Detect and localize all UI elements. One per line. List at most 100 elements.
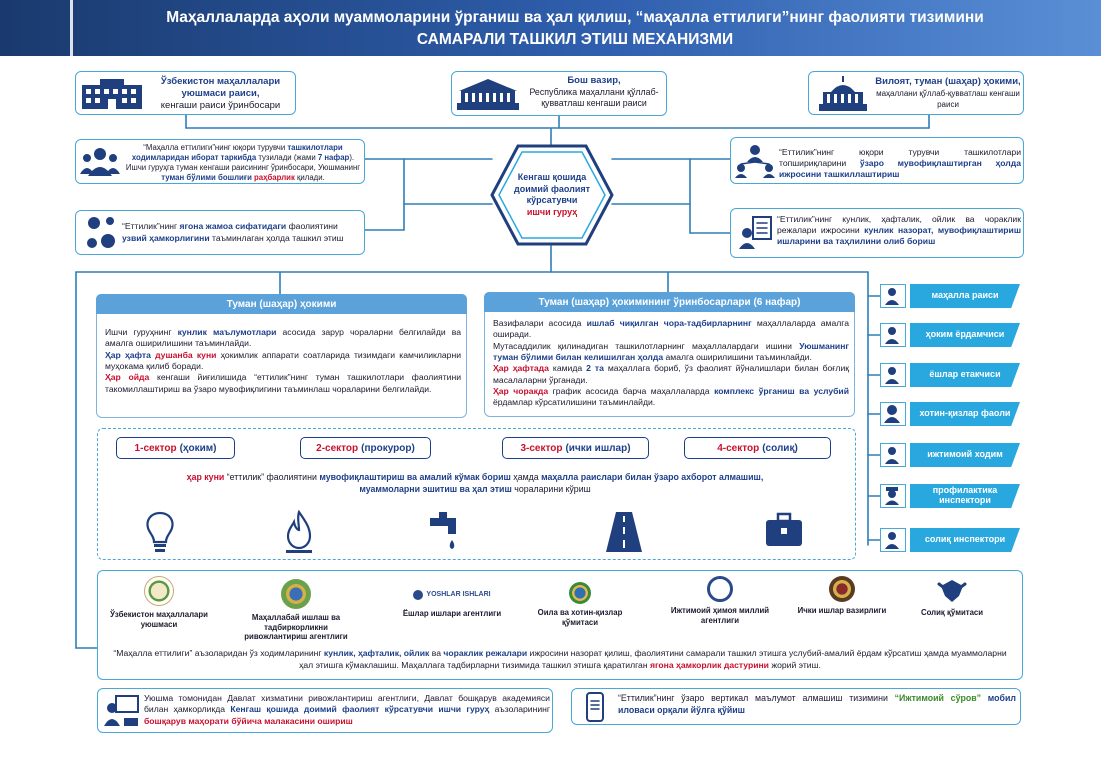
mid-right-card-2: “Еттилик”нинг кунлик, ҳафталик, ойлик ва… <box>730 208 1024 258</box>
mr1-text-a: “Еттилик”нинг юқори турувчи ташкилотлари… <box>779 147 1021 169</box>
side-item-social-worker: ижтимоий ходим <box>880 443 1020 467</box>
org-tax-committee: Солиқ қўмитаси <box>897 576 1007 618</box>
briefcase-icon <box>766 512 802 546</box>
org-mahalla-union: Ўзбекистон маҳаллалари уюшмаси <box>104 576 214 629</box>
top-left-card: Ўзбекистон маҳаллалари уюшмаси раиси, ке… <box>75 71 296 115</box>
pl-a2c: ҳокимлик аппарати соатларида тизимдаги к… <box>105 349 462 372</box>
bl-b1: Кенгаш қошида доимий фаолият кўрсатувчи … <box>230 704 490 715</box>
sector-4-num: 4-сектор <box>717 442 760 454</box>
org-label: Ички ишлар вазирлиги <box>797 606 887 615</box>
pr-b4c: график асосида барча маҳаллаларда <box>548 386 715 397</box>
pr-b1c: маҳаллаларда амалга оширади. <box>493 318 849 340</box>
top-center-card: Бош вазир, Республика маҳаллани қўллаб-қ… <box>451 71 667 116</box>
bl-r1: бошқарув маҳорати бўйича малакасини ошир… <box>144 715 353 726</box>
ml2-text-e: таъминлаган ҳолда ташкил этиш <box>209 232 344 243</box>
st-b2: маҳалла раислари билан ўзаро ахборот алм… <box>541 472 764 482</box>
sector-text: ҳар куни “еттилик” фаолиятини мувофиқлаш… <box>120 472 830 496</box>
side-item-prevention-inspector: профилактика инспектори <box>880 484 1020 508</box>
pr-b3d: 2 та <box>586 363 604 374</box>
header-title-line2: САМАРАЛИ ТАШКИЛ ЭТИШ МЕХАНИЗМИ <box>416 31 734 48</box>
pl-a1: Ишчи гуруҳнинг <box>105 327 178 337</box>
mahalla-union-logo <box>144 576 174 606</box>
org-youth-agency: YOSHLAR ISHLARI Ёшлар ишлари агентлиги <box>397 584 507 619</box>
sector-2-num: 2-сектор <box>316 442 359 454</box>
side-item-mahalla-chair: маҳалла раиси <box>880 284 1020 308</box>
ot-b1: кунлик, ҳафталик, ойлик <box>323 648 430 658</box>
pr-b4d: комплекс ўрганиш ва услубий <box>714 386 850 397</box>
top-right-sub: маҳаллани қўллаб-қувватлаш кенгаши раиси <box>876 88 1020 109</box>
pl-a1b: кунлик маълумотлари <box>177 327 277 337</box>
woman-icon <box>880 402 906 426</box>
mr1-text-b: ўзаро мувофиқлаштирган ҳолда ижросини та… <box>779 158 1021 180</box>
orgs-box <box>97 570 1023 680</box>
top-center-sub: Республика маҳаллани қўллаб-қувватлаш ке… <box>529 86 659 108</box>
sector-3-num: 3-сектор <box>520 442 563 454</box>
hub-line3: кўрсатувчи <box>526 195 578 206</box>
pr-b4r: Ҳар чоракда <box>493 386 549 397</box>
bottom-right-card: “Еттилик”нинг ўзаро вертикал маълумот ал… <box>571 688 1021 725</box>
side-item-youth-leader: ёшлар етакчиси <box>880 363 1020 387</box>
panel-right-title: Туман (шаҳар) ҳокимининг ўринбосарлари (… <box>484 292 855 312</box>
org-interior-ministry: Ички ишлар вазирлиги <box>787 576 897 616</box>
ml1-text-b: ташкилотлари ходимларидан иборат таркибд… <box>131 143 343 162</box>
mid-left-card-1: “Маҳалла еттилиги”нинг юқори турувчи таш… <box>75 139 365 184</box>
bottom-left-card: Уюшма томонидан Давлат хизматини ривожла… <box>97 688 553 733</box>
bottom-right-text: “Еттилик”нинг ўзаро вертикал маълумот ал… <box>618 693 1016 717</box>
person-icon <box>880 284 906 308</box>
person-icon <box>880 323 906 347</box>
ml2-text-a: “Еттилик”нинг <box>122 221 180 231</box>
person-icon <box>880 443 906 467</box>
org-family-committee: Оила ва хотин-қизлар қўмитаси <box>525 582 635 627</box>
team-icon <box>80 148 120 176</box>
org-label: Ўзбекистон маҳаллалари уюшмаси <box>110 610 208 629</box>
hub-text: Кенгаш қошида доимий фаолият кўрсатувчи … <box>505 172 599 219</box>
pr-b4e: ёрдамлар кўрсатилишини таъминлайди. <box>493 397 656 408</box>
ml2-text-c: фаолиятини <box>286 221 338 231</box>
person-icon <box>880 528 906 552</box>
org-label: Оила ва хотин-қизлар қўмитаси <box>537 608 623 627</box>
youth-agency-logo-text: YOSHLAR ISHLARI <box>426 590 491 598</box>
road-icon <box>606 512 642 552</box>
ml1-text-i: раҳбарлик <box>254 172 295 182</box>
org-label: Солиқ қўмитаси <box>920 608 984 617</box>
top-right-title: Вилоят, туман (шаҳар) ҳокими, <box>875 76 1021 87</box>
br-g1: “Ижтимоий сўров” <box>894 693 982 703</box>
header-banner: Маҳаллаларда аҳоли муаммоларини ўрганиш … <box>0 0 1101 56</box>
sector-2: 2-сектор (прокурор) <box>300 437 431 459</box>
checklist-user-icon <box>739 216 772 249</box>
ml1-text-d: 7 нафар <box>317 152 350 162</box>
panel-left: Туман (шаҳар) ҳокими Ишчи гуруҳнинг кунл… <box>96 294 467 418</box>
sector-1-name: (ҳоким) <box>179 442 217 454</box>
pr-b3r: Ҳар ҳафтада <box>493 363 549 374</box>
ot-b2: чораклик режалари <box>443 648 528 658</box>
ml1-text-j: қилади. <box>294 172 325 182</box>
hub-line2: доимий фаолият <box>513 183 591 194</box>
ot-r1: ягона ҳамкорлик дастурини <box>649 660 769 671</box>
mr2-text-b: кунлик назорат, мувофиқлаштириш ишларини… <box>777 225 1021 247</box>
government-building-icon <box>457 79 519 110</box>
gas-flame-icon <box>286 510 312 553</box>
pl-a2b: Ҳар ҳафта <box>105 349 151 360</box>
mr2-text-a: “Еттилик”нинг кунлик, ҳафталик, ойлик ва… <box>777 214 1021 236</box>
side-item-hokim-assistant: ҳоким ёрдамчиси <box>880 323 1020 347</box>
org-social-protection: Ижтимоий ҳимоя миллий агентлиги <box>665 576 775 625</box>
pr-b1: Вазифалари асосида <box>493 318 587 328</box>
hub-line4: ишчи гуруҳ <box>526 207 578 218</box>
pr-b3c: камида <box>548 363 587 374</box>
ml2-text-d: узвий ҳамкорлигини <box>122 232 210 243</box>
hub-hexagon <box>490 144 614 246</box>
ml1-text-a: “Маҳалла еттилиги”нинг юқори турувчи <box>143 143 288 152</box>
org-label: Маҳаллабай ишлаш ва тадбиркорликни ривож… <box>244 613 348 642</box>
person-icon <box>880 363 906 387</box>
pl-a3c: кенгаши йиғилишида “еттилик”нинг туман т… <box>105 372 461 394</box>
top-center-title: Бош вазир, <box>567 75 621 86</box>
org-mahallabay-agency: Маҳаллабай ишлаш ва тадбиркорликни ривож… <box>241 579 351 642</box>
agency-emblem-logo <box>281 579 311 609</box>
header-divider <box>70 0 73 56</box>
org-label: Ёшлар ишлари агентлиги <box>402 609 502 618</box>
hierarchy-icon <box>735 145 775 178</box>
youth-agency-logo: YOSHLAR ISHLARI <box>397 584 507 606</box>
panel-left-body: Ишчи гуруҳнинг кунлик маълумотлари асоси… <box>105 327 461 395</box>
ml1-text-e: ). <box>349 152 355 162</box>
side-item-women-activist: хотин-қизлар фаоли <box>880 402 1020 426</box>
